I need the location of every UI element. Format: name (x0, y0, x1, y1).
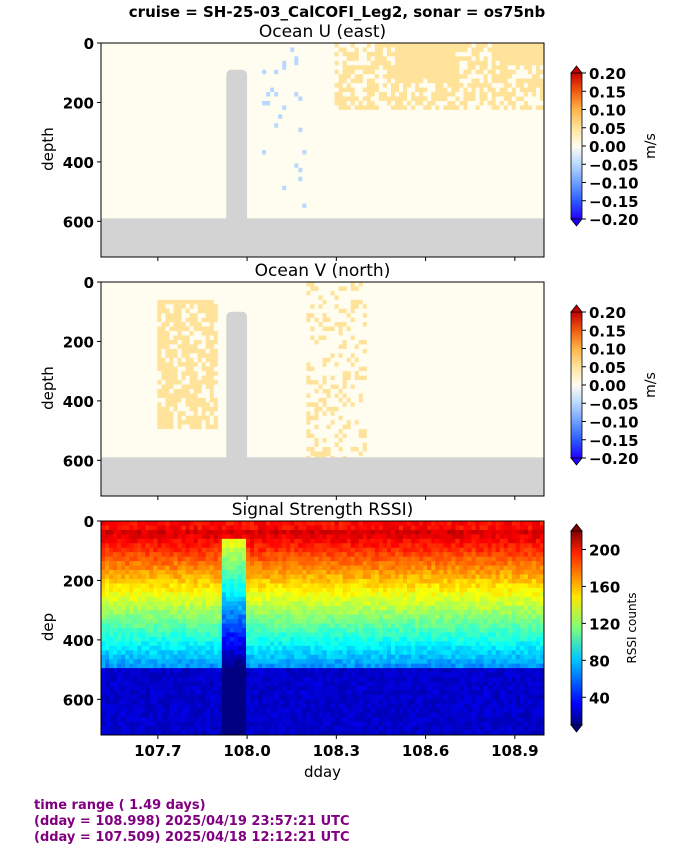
colorbar-tick-label: 0.15 (589, 322, 626, 340)
colorbar-tick-label: 0.00 (589, 377, 626, 395)
colorbar-label: RSSI counts (625, 592, 639, 663)
figure-suptitle: cruise = SH-25-03_CalCOFI_Leg2, sonar = … (129, 3, 546, 21)
colorbar-tick-label: −0.05 (589, 395, 639, 413)
y-tick-label: 0 (84, 35, 94, 53)
panel-rssi: Signal Strength RSSI) 0 200 400 600 dep 107.7 1… (39, 500, 639, 781)
no-data-bottom (101, 218, 544, 257)
colorbar-tick-label: 0.05 (589, 120, 626, 138)
x-axis-label: dday (304, 763, 341, 781)
panel-title: Ocean U (east) (259, 22, 386, 42)
y-axis-label: depth (39, 366, 57, 410)
colorbar-tick-label: 0.10 (589, 341, 626, 359)
x-tick-label: 107.7 (134, 742, 181, 760)
x-tick-label: 108.9 (491, 742, 538, 760)
y-tick-label: 400 (63, 393, 94, 411)
colorbar-tick-label: 0.15 (589, 83, 626, 101)
plot-frame (100, 42, 545, 258)
y-tick-label: 600 (63, 691, 94, 709)
time-start-line: (dday = 107.509) 2025/04/18 12:12:21 UTC (34, 830, 350, 845)
x-tick-label: 108.3 (313, 742, 360, 760)
panel-v: Ocean V (north)0200400600depth0.200.150.… (39, 261, 659, 500)
colorbar-tick-label: −0.20 (589, 450, 639, 468)
colorbar-tick-label: 0.20 (589, 65, 626, 83)
x-tick-label: 108.0 (223, 742, 270, 760)
colorbar-tick-label: 0.20 (589, 304, 626, 322)
colorbar: 0.200.150.100.050.00−0.05−0.10−0.15−0.20… (570, 304, 659, 468)
colorbar-tick-label: −0.15 (589, 432, 639, 450)
plot-frame (100, 281, 545, 497)
heatmap-field (101, 43, 544, 257)
y-tick-label: 200 (63, 94, 94, 112)
y-axis-label: dep (39, 613, 57, 641)
colorbar-label: m/s (643, 372, 659, 398)
panel-u: Ocean U (east) 0 200 400 600 depth 0.200.150.1… (39, 22, 659, 261)
y-tick-label: 600 (63, 452, 94, 470)
time-range-footer: time range ( 1.49 days) (dday = 108.998)… (34, 798, 350, 846)
plot-frame (100, 520, 545, 736)
y-tick-label: 0 (84, 513, 94, 531)
colorbar: 200 160 120 80 40 RSSI counts (570, 523, 639, 733)
colorbar-tick-label: 0.00 (589, 138, 626, 156)
y-tick-label: 0 (84, 274, 94, 292)
panel-title: Signal Strength RSSI) (232, 500, 414, 520)
time-end-line: (dday = 108.998) 2025/04/19 23:57:21 UTC (34, 814, 350, 829)
no-data-bottom (101, 457, 544, 496)
no-data-gap (226, 69, 248, 257)
y-axis-label: depth (39, 127, 57, 171)
panel-title: Ocean V (north) (255, 261, 391, 281)
heatmap-field (101, 521, 544, 735)
colorbar-label: m/s (643, 133, 659, 159)
colorbar-tick-label: 40 (589, 689, 610, 707)
colorbar-tick-label: −0.15 (589, 193, 639, 211)
colorbar-tick-label: −0.10 (589, 175, 639, 193)
colorbar-tick-label: −0.10 (589, 414, 639, 432)
y-tick-label: 400 (63, 154, 94, 172)
colorbar-tick-label: −0.05 (589, 156, 639, 174)
time-range-line: time range ( 1.49 days) (34, 798, 206, 813)
y-tick-label: 200 (63, 572, 94, 590)
colorbar-tick-label: 120 (589, 615, 620, 633)
colorbar-tick-label: 160 (589, 578, 620, 596)
colorbar: 0.200.150.100.050.00−0.05−0.10−0.15−0.20… (570, 65, 659, 229)
colorbar-tick-label: −0.20 (589, 211, 639, 229)
y-tick-label: 600 (63, 213, 94, 231)
no-data-gap (226, 311, 248, 496)
colorbar-tick-label: 80 (589, 652, 610, 670)
y-tick-label: 400 (63, 632, 94, 650)
heatmap-field (101, 282, 544, 496)
x-tick-label: 108.6 (402, 742, 449, 760)
colorbar-tick-label: 0.10 (589, 102, 626, 120)
y-tick-label: 200 (63, 333, 94, 351)
colorbar-tick-label: 0.05 (589, 359, 626, 377)
colorbar-tick-label: 200 (589, 541, 620, 559)
